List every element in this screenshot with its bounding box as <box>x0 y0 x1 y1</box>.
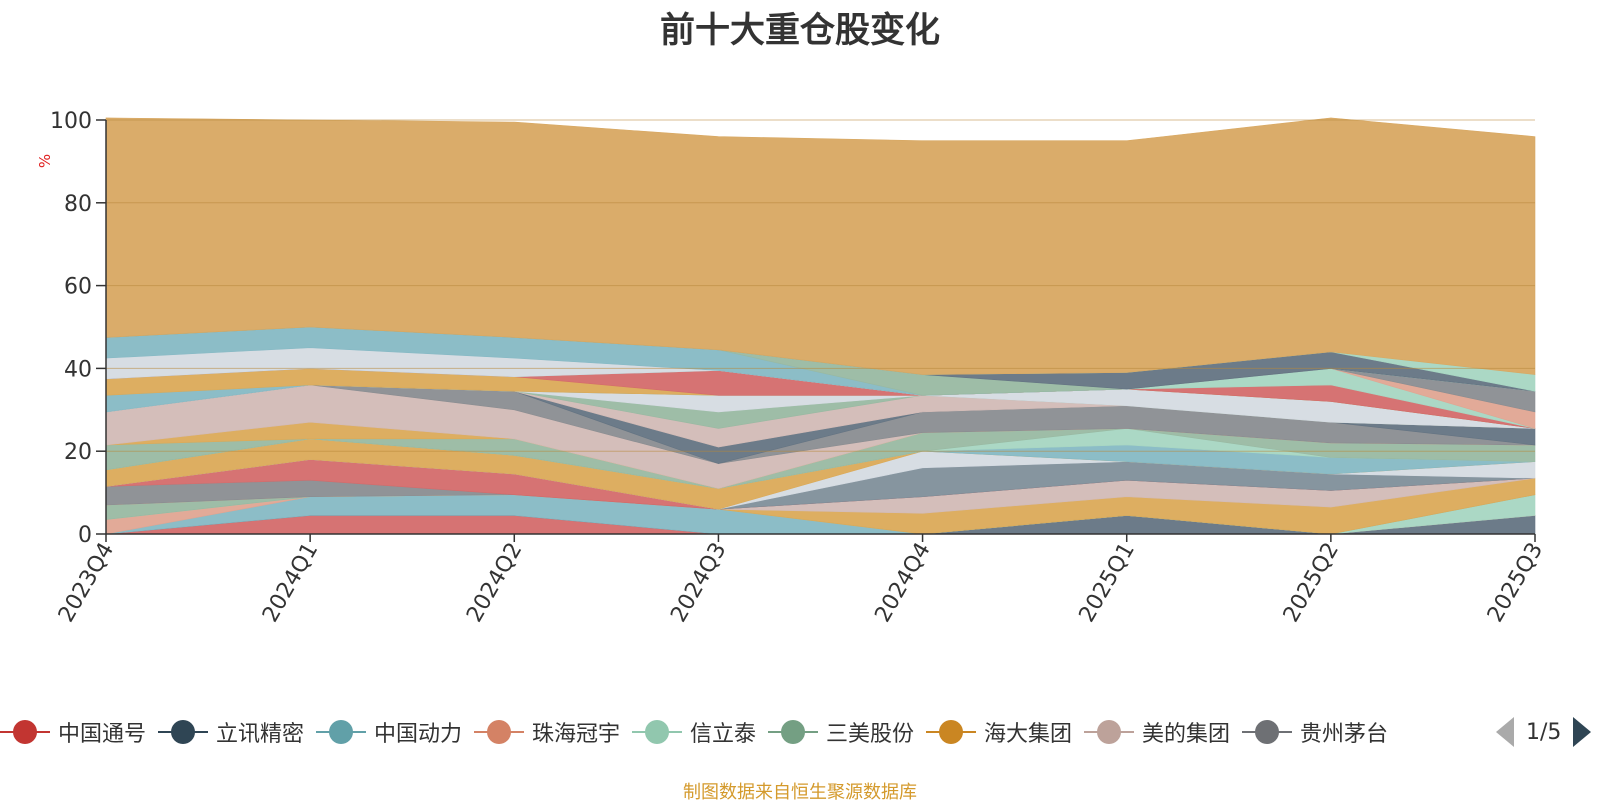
legend-marker-icon <box>316 720 366 744</box>
legend-item[interactable]: 海大集团 <box>926 712 1072 752</box>
y-tick-label: 20 <box>64 440 92 465</box>
legend-prev-page-button[interactable] <box>1496 717 1514 747</box>
legend-marker-dot <box>939 720 963 744</box>
legend-item[interactable]: 贵州茅台 <box>1242 712 1388 752</box>
y-tick-label: 60 <box>64 275 92 300</box>
legend-item[interactable]: 珠海冠宇 <box>474 712 620 752</box>
legend-marker-icon <box>0 720 50 744</box>
legend-marker-icon <box>926 720 976 744</box>
legend-marker-dot <box>487 720 511 744</box>
y-axis-label: % <box>36 154 54 168</box>
legend-item[interactable]: 立讯精密 <box>158 712 304 752</box>
legend-marker-dot <box>329 720 353 744</box>
legend-marker-dot <box>645 720 669 744</box>
y-tick-label: 80 <box>64 192 92 217</box>
legend-marker-icon <box>474 720 524 744</box>
x-tick-label: 2025Q3 <box>1483 539 1548 627</box>
legend-items: 中国通号 立讯精密 中国动力 珠海冠宇 信立泰 三美股份 海大集团 美的集团 贵州茅台 <box>0 712 1482 752</box>
legend-marker-icon <box>1084 720 1134 744</box>
y-tick-label: 0 <box>78 523 92 548</box>
x-tick-label: 2024Q3 <box>666 539 731 627</box>
legend-item[interactable]: 美的集团 <box>1084 712 1230 752</box>
legend-marker-dot <box>171 720 195 744</box>
legend-marker-icon <box>768 720 818 744</box>
legend-item-label: 海大集团 <box>984 722 1073 747</box>
legend-item-label: 中国动力 <box>374 722 463 747</box>
legend: 中国通号 立讯精密 中国动力 珠海冠宇 信立泰 三美股份 海大集团 美的集团 贵州茅台 1/5 <box>0 712 1600 752</box>
legend-pager: 1/5 <box>1496 712 1592 752</box>
x-tick-label: 2025Q1 <box>1075 539 1140 627</box>
y-tick-label: 40 <box>64 357 92 382</box>
legend-marker-dot <box>1255 720 1279 744</box>
legend-item[interactable]: 三美股份 <box>768 712 914 752</box>
legend-item[interactable]: 信立泰 <box>632 712 756 752</box>
legend-marker-dot <box>13 720 37 744</box>
legend-item-label: 中国通号 <box>58 722 147 747</box>
legend-marker-dot <box>781 720 805 744</box>
x-tick-label: 2025Q2 <box>1279 539 1344 627</box>
legend-item-label: 珠海冠宇 <box>532 722 621 747</box>
legend-item[interactable]: 中国动力 <box>316 712 462 752</box>
area-series-35 <box>105 117 1536 375</box>
x-tick-label: 2023Q4 <box>54 539 119 627</box>
legend-next-page-button[interactable] <box>1573 717 1592 747</box>
legend-marker-icon <box>1242 720 1292 744</box>
y-tick-label: 100 <box>50 109 92 134</box>
legend-item[interactable]: 中国通号 <box>0 712 146 752</box>
legend-marker-icon <box>632 720 682 744</box>
legend-item-label: 信立泰 <box>690 722 757 747</box>
legend-marker-icon <box>158 720 208 744</box>
legend-page-indicator: 1/5 <box>1526 719 1562 745</box>
legend-item-label: 美的集团 <box>1142 722 1231 747</box>
source-note: 制图数据来自恒生聚源数据库 <box>683 782 917 803</box>
legend-item-label: 贵州茅台 <box>1300 722 1389 747</box>
legend-item-label: 立讯精密 <box>216 722 305 747</box>
chart-title: 前十大重仓股变化 <box>659 11 940 51</box>
x-tick-label: 2024Q4 <box>870 539 935 627</box>
x-tick-label: 2024Q2 <box>462 539 527 627</box>
x-tick-label: 2024Q1 <box>258 539 323 627</box>
legend-item-label: 三美股份 <box>826 722 915 747</box>
legend-marker-dot <box>1097 720 1121 744</box>
